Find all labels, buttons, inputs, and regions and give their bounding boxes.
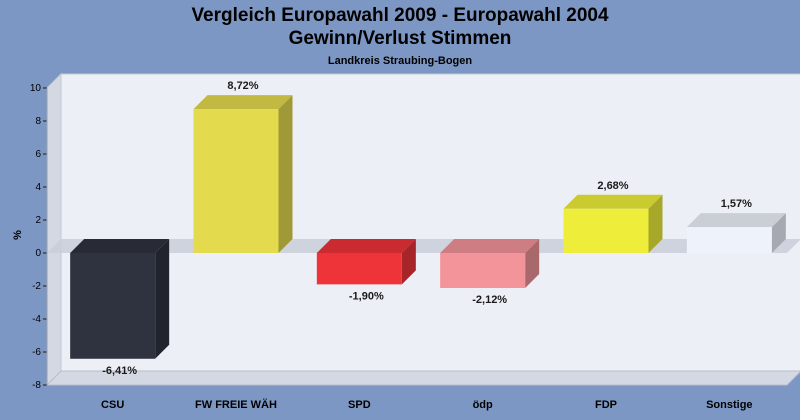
chart-region-label: Landkreis Straubing-Bogen xyxy=(327,55,473,67)
bar-side xyxy=(278,95,293,254)
y-axis-label: % xyxy=(12,230,24,240)
bar xyxy=(440,253,526,288)
y-tick-label: -6 xyxy=(32,347,41,358)
bar-side xyxy=(648,194,663,253)
x-tick-label: FW FREIE WÄH xyxy=(195,398,277,411)
chart-title: Vergleich Europawahl 2009 - Europawahl 2… xyxy=(191,5,609,26)
data-label: 8,72% xyxy=(227,80,258,92)
data-label: -2,12% xyxy=(472,294,507,306)
bar-top xyxy=(563,194,663,209)
bar-top xyxy=(70,239,170,253)
bar-side xyxy=(155,239,170,359)
y-tick-label: 8 xyxy=(35,116,41,127)
bar-top xyxy=(440,239,540,253)
data-label: -1,90% xyxy=(349,290,384,302)
plot-back-wall xyxy=(60,73,800,372)
y-tick-label: 2 xyxy=(35,215,41,226)
data-label: -6,41% xyxy=(102,365,137,377)
bar xyxy=(316,253,402,285)
y-tick-label: 6 xyxy=(35,149,41,160)
y-tick-label: -4 xyxy=(32,314,41,325)
x-tick-label: ödp xyxy=(473,399,493,411)
bar-side xyxy=(771,213,786,253)
y-tick-label: -2 xyxy=(32,281,41,292)
x-tick-label: Sonstige xyxy=(706,399,752,411)
bar xyxy=(70,253,156,359)
y-tick-label: 0 xyxy=(35,248,41,259)
y-tick-label: 4 xyxy=(35,182,41,193)
bar-side xyxy=(525,239,540,288)
y-tick-label: -8 xyxy=(32,380,41,391)
y-tick-label: 10 xyxy=(30,83,42,94)
x-tick-label: SPD xyxy=(348,399,371,411)
chart-subtitle: Gewinn/Verlust Stimmen xyxy=(288,28,512,49)
data-label: 1,57% xyxy=(721,198,752,210)
bar-top xyxy=(193,95,293,110)
data-label: 2,68% xyxy=(597,180,628,192)
bar xyxy=(686,227,772,253)
bar xyxy=(193,109,279,254)
x-tick-label: FDP xyxy=(595,399,617,411)
bar-top xyxy=(686,213,786,228)
bar-top xyxy=(316,239,416,253)
plot-side-wall xyxy=(46,72,62,387)
x-tick-label: CSU xyxy=(101,399,124,411)
bar xyxy=(563,208,649,253)
plot-floor xyxy=(45,370,800,386)
bar-side xyxy=(401,239,416,285)
